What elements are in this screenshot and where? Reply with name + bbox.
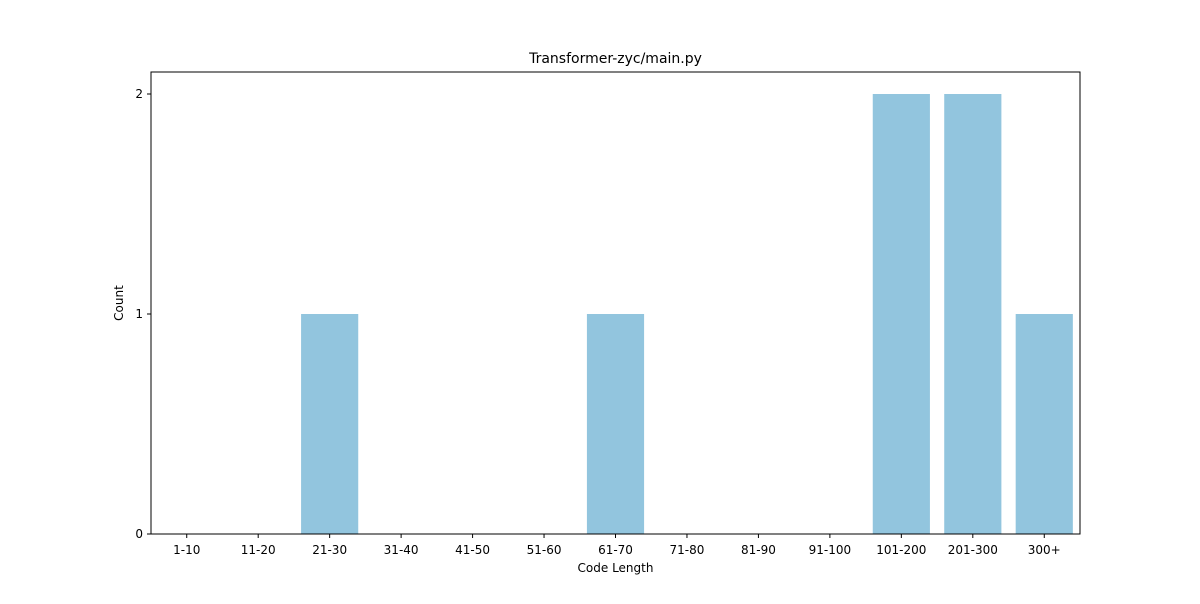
x-tick-label: 91-100: [809, 543, 852, 557]
x-tick-label: 41-50: [455, 543, 490, 557]
x-tick-label: 21-30: [312, 543, 347, 557]
y-tick-label: 1: [135, 307, 143, 321]
x-tick-label: 201-300: [948, 543, 998, 557]
x-tick-label: 300+: [1028, 543, 1061, 557]
x-tick-label: 51-60: [527, 543, 562, 557]
y-axis-ticks: 0 1 2: [135, 87, 151, 541]
bar-201-300: [944, 94, 1002, 534]
bar-300+: [1015, 314, 1073, 534]
y-axis-label: Count: [112, 285, 126, 321]
y-tick-label: 0: [135, 527, 143, 541]
x-tick-label: 61-70: [598, 543, 633, 557]
bar-21-30: [301, 314, 359, 534]
x-axis-ticks: 1-10 11-20 21-30 31-40 41-50 51-60 61-70 71-80 8…: [173, 534, 1061, 557]
bar-101-200: [872, 94, 930, 534]
bars-group: [301, 94, 1073, 534]
x-tick-label: 11-20: [241, 543, 276, 557]
x-tick-label: 31-40: [384, 543, 419, 557]
x-tick-label: 1-10: [173, 543, 200, 557]
bar-61-70: [586, 314, 645, 534]
y-tick-label: 2: [135, 87, 143, 101]
chart-title: Transformer-zyc/main.py: [528, 51, 702, 67]
x-axis-label: Code Length: [578, 561, 654, 575]
x-tick-label: 81-90: [741, 543, 776, 557]
x-tick-label: 101-200: [876, 543, 926, 557]
x-tick-label: 71-80: [670, 543, 705, 557]
